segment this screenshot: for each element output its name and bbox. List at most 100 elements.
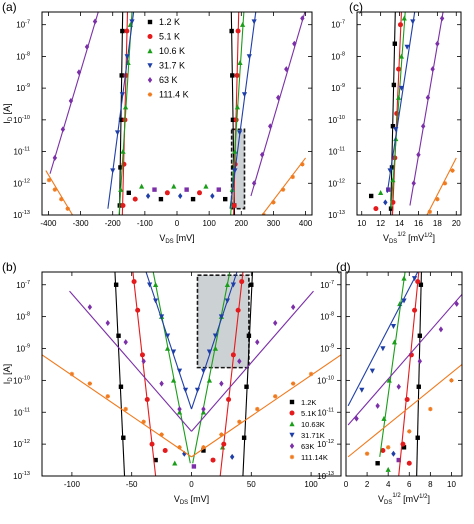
x-tick-label: 400 [299, 219, 313, 228]
data-point [381, 415, 387, 421]
data-point [392, 41, 398, 46]
data-point [273, 320, 278, 326]
data-point [439, 15, 445, 22]
data-point [239, 21, 246, 27]
y-tick-label: 10-13 [328, 210, 345, 220]
data-point [442, 181, 448, 186]
x-tick-label: 18 [433, 219, 442, 228]
data-point [390, 123, 396, 129]
data-point [396, 66, 402, 72]
data-point [251, 180, 257, 187]
data-point [176, 368, 183, 374]
fit-line [107, 12, 135, 209]
noise-point [368, 193, 374, 199]
data-point [201, 406, 206, 413]
legend-marker [147, 48, 153, 54]
data-point [105, 394, 110, 399]
y-tick-label: 10-11 [318, 407, 334, 417]
noise-point [223, 196, 228, 202]
x-tick-label: 14 [395, 219, 404, 228]
data-point [233, 117, 239, 123]
data-point [425, 94, 431, 101]
y-tick-label: 10-7 [16, 20, 30, 30]
data-point [417, 358, 423, 365]
data-point [120, 28, 125, 34]
data-point [124, 28, 130, 34]
data-point [229, 28, 234, 34]
data-point [234, 72, 240, 78]
data-point [401, 275, 407, 281]
data-point [60, 126, 66, 133]
data-point [237, 358, 242, 365]
y-tick-label: 10-8 [16, 51, 30, 61]
series-4 [347, 293, 462, 426]
panel-a: 10-13 10-12 10-11 10-10 10-9 10-8 10-7 -400 -300… [2, 0, 313, 245]
data-point [206, 349, 213, 355]
data-point [385, 445, 391, 450]
series-4 [49, 12, 306, 197]
data-point [389, 165, 395, 170]
data-point [135, 307, 141, 313]
data-point [141, 358, 146, 365]
data-point [194, 387, 201, 393]
fit-line [261, 157, 307, 215]
panel-label: (b) [2, 260, 17, 274]
legend-label: 31.7 K [159, 61, 185, 71]
data-point [119, 73, 124, 78]
data-point [219, 432, 224, 437]
x-tick-label: 0 [189, 480, 194, 489]
noise-point [178, 192, 183, 199]
panel-b: 10-13 10-12 10-11 10-10 10-9 10-8 10-7 -100 -50 0… [2, 260, 342, 506]
data-point [46, 177, 52, 183]
data-point [212, 333, 219, 339]
data-point [390, 323, 397, 329]
data-point [391, 82, 397, 88]
noise-point [219, 444, 226, 450]
data-point [418, 282, 424, 287]
series-0 [415, 272, 424, 476]
data-point [450, 168, 455, 173]
noise-point [152, 187, 157, 192]
plot-frame [41, 271, 342, 477]
data-point [400, 441, 406, 447]
data-point [435, 196, 440, 202]
legend-marker [147, 77, 153, 83]
x-tick-label: 4 [386, 480, 391, 489]
data-point [276, 94, 281, 101]
data-point [159, 380, 164, 387]
fit-line [121, 12, 129, 215]
data-point [234, 104, 241, 110]
noise-point [396, 457, 401, 463]
legend-label: 1.2K [301, 398, 316, 407]
fit-line [233, 12, 240, 215]
legend-label: 31.71K [301, 431, 325, 440]
fit-line [426, 157, 457, 215]
data-point [239, 279, 245, 285]
noise-point [216, 187, 221, 192]
data-point [59, 196, 64, 202]
y-tick-label: 10-11 [14, 407, 30, 417]
fit-line [152, 272, 191, 464]
fit-line [114, 272, 126, 476]
plot-area [45, 12, 307, 215]
data-point [427, 209, 432, 215]
noise-point [139, 183, 145, 189]
legend-marker [147, 63, 153, 69]
data-point [428, 406, 433, 412]
fit-line [242, 272, 254, 476]
data-point [300, 15, 305, 22]
y-tick-label: 10-10 [328, 115, 345, 125]
plot-frame [356, 11, 462, 216]
data-point [273, 394, 278, 399]
series-2 [379, 272, 407, 457]
noise-point [378, 189, 384, 195]
data-point [235, 28, 241, 34]
x-tick-label: 100 [304, 480, 318, 489]
x-tick-label: -100 [137, 219, 154, 228]
legend: 1.2 K 5.1 K 10.6 K 31.7 K 63 K 111.4 K [147, 17, 189, 100]
noise-point [391, 450, 396, 457]
data-point [415, 279, 421, 285]
y-tick-label: 10-12 [13, 439, 30, 449]
noise-point [373, 206, 379, 212]
data-point [235, 307, 241, 313]
